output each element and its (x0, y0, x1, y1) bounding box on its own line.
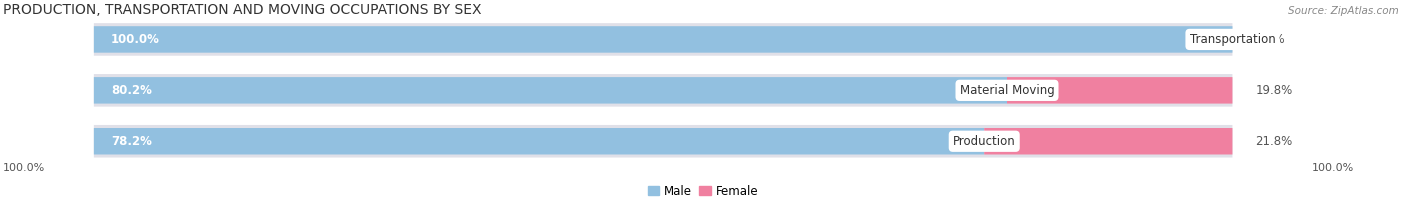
Text: 100.0%: 100.0% (1312, 163, 1354, 173)
FancyBboxPatch shape (984, 128, 1233, 154)
Legend: Male, Female: Male, Female (648, 185, 758, 197)
Text: 21.8%: 21.8% (1256, 135, 1292, 148)
Text: 80.2%: 80.2% (111, 84, 152, 97)
Text: 100.0%: 100.0% (111, 33, 160, 46)
Text: Production: Production (953, 135, 1015, 148)
FancyBboxPatch shape (1007, 77, 1233, 104)
Text: 100.0%: 100.0% (3, 163, 45, 173)
FancyBboxPatch shape (94, 74, 1233, 107)
Text: PRODUCTION, TRANSPORTATION AND MOVING OCCUPATIONS BY SEX: PRODUCTION, TRANSPORTATION AND MOVING OC… (3, 3, 481, 17)
FancyBboxPatch shape (94, 125, 1233, 158)
Text: 78.2%: 78.2% (111, 135, 152, 148)
FancyBboxPatch shape (94, 23, 1233, 56)
FancyBboxPatch shape (94, 77, 1007, 104)
Text: Source: ZipAtlas.com: Source: ZipAtlas.com (1288, 6, 1399, 16)
Text: Material Moving: Material Moving (960, 84, 1054, 97)
FancyBboxPatch shape (94, 128, 984, 154)
Text: 19.8%: 19.8% (1256, 84, 1292, 97)
FancyBboxPatch shape (94, 26, 1233, 53)
Text: Transportation: Transportation (1189, 33, 1275, 46)
Text: 0.0%: 0.0% (1256, 33, 1285, 46)
